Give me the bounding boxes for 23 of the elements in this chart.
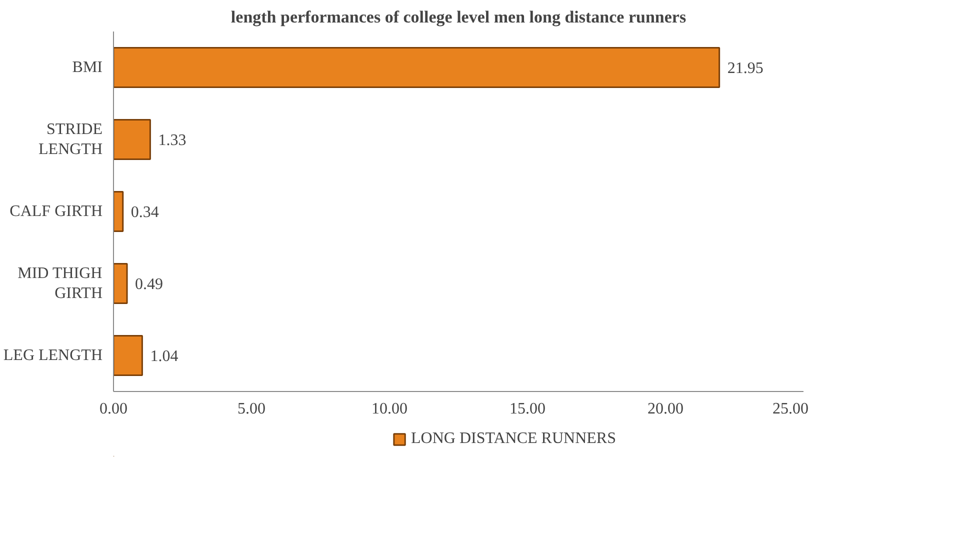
data-label: 1.33 — [158, 132, 186, 149]
data-label: 0.49 — [135, 276, 164, 293]
data-label: 1.04 — [150, 348, 178, 365]
bar — [114, 118, 151, 160]
x-tick-label: 0.00 — [100, 400, 128, 418]
x-tick-label: 25.00 — [772, 400, 808, 418]
bar — [114, 190, 124, 232]
y-tick-label: LEG LENGTH — [3, 347, 103, 364]
y-tick-label: CALF GIRTH — [10, 203, 103, 220]
y-tick-label: MID THIGH GIRTH — [18, 264, 103, 302]
data-label: 21.95 — [727, 60, 764, 77]
x-tick-label: 15.00 — [510, 400, 546, 418]
legend-label: LONG DISTANCE RUNNERS — [411, 430, 616, 448]
bar — [114, 334, 143, 376]
x-tick-label: 20.00 — [648, 400, 684, 418]
bar — [114, 262, 128, 304]
y-tick-label: STRIDE LENGTH — [38, 120, 103, 158]
x-tick-label: 5.00 — [238, 400, 266, 418]
x-tick-label: 10.00 — [372, 400, 408, 418]
chart-title: length performances of college level men long distance runners — [230, 8, 686, 26]
data-label: 0.34 — [130, 204, 159, 221]
y-tick-label: BMI — [72, 59, 103, 76]
bar — [114, 46, 720, 88]
